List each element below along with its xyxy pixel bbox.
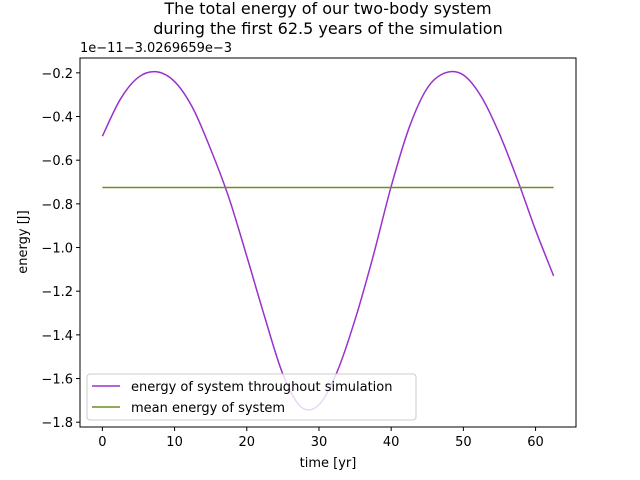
y-tick-label: −1.2: [41, 285, 73, 300]
x-axis-ticks: 0 10 20 30 40 50 60: [98, 427, 544, 450]
x-tick-label: 60: [527, 435, 544, 450]
legend-box: [86, 373, 417, 421]
legend: energy of system throughout simulation m…: [86, 373, 417, 421]
y-axis-ticks: −0.2 −0.4 −0.6 −0.8 −1.0 −1.2 −1.4 −1.6 −1.8: [41, 67, 80, 431]
x-tick-label: 20: [239, 435, 256, 450]
legend-label-mean: mean energy of system: [131, 401, 285, 416]
x-tick-label: 0: [98, 435, 106, 450]
y-axis-offset-text: 1e−11−3.0269659e−3: [80, 41, 232, 56]
x-tick-label: 50: [455, 435, 472, 450]
y-tick-label: −0.6: [41, 154, 73, 169]
chart-title-line-1: The total energy of our two-body system: [163, 0, 491, 18]
legend-label-energy: energy of system throughout simulation: [131, 380, 393, 395]
y-tick-label: −0.8: [41, 198, 73, 213]
x-tick-label: 10: [166, 435, 183, 450]
x-tick-label: 40: [383, 435, 400, 450]
y-axis-label: energy [J]: [16, 210, 31, 273]
x-axis-label: time [yr]: [300, 456, 357, 471]
y-tick-label: −1.6: [41, 373, 73, 388]
chart-title-line-2: during the first 62.5 years of the simul…: [153, 19, 502, 38]
plot-area: [79, 57, 577, 428]
y-tick-label: −0.4: [41, 111, 73, 126]
y-tick-label: −1.4: [41, 329, 73, 344]
y-tick-label: −1.8: [41, 416, 73, 431]
y-tick-label: −0.2: [41, 67, 73, 82]
x-tick-label: 30: [311, 435, 328, 450]
series-line-0: [101, 70, 555, 411]
series-lines: [101, 70, 555, 411]
y-tick-label: −1.0: [41, 242, 73, 257]
